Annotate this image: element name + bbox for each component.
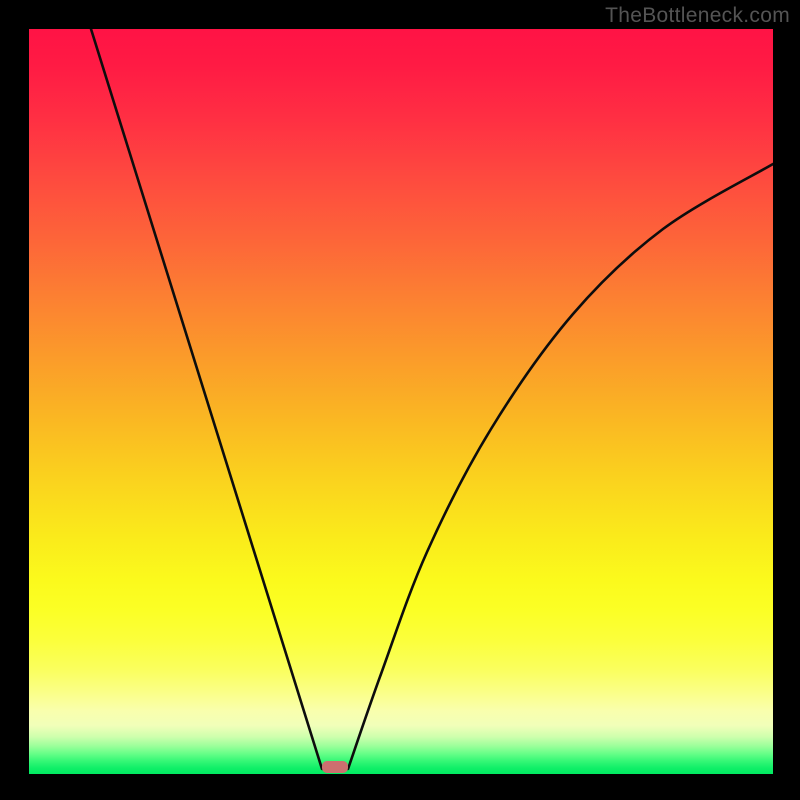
chart-plot-area	[29, 29, 773, 774]
chart-minimum-marker	[322, 761, 348, 773]
chart-curve	[29, 29, 773, 774]
watermark-text: TheBottleneck.com	[605, 4, 790, 28]
